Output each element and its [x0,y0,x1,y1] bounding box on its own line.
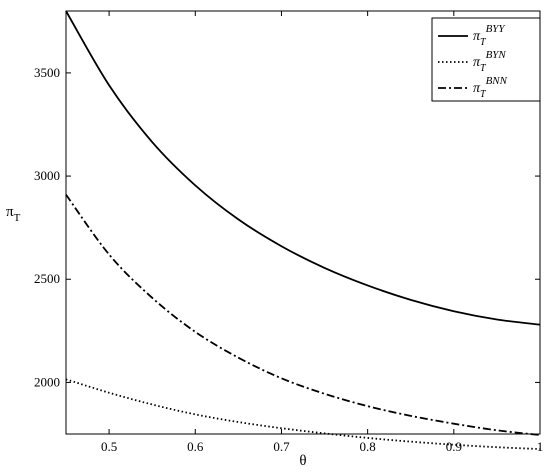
legend-label-byn-base: π [473,55,481,70]
x-tick-label: 0.7 [273,439,290,454]
y-axis-label: πT [6,204,21,224]
legend-label-bnn: πT BNN [473,75,508,100]
x-tick-label: 0.6 [187,439,204,454]
legend-label-byy-sub: T [480,37,487,48]
x-tick-label: 0.5 [101,439,117,454]
y-tick-label: 2000 [34,374,60,389]
tick-layer: 0.5 0.6 0.7 0.8 0.9 1 2000 2500 3000 3500 [34,11,543,454]
legend-label-byy: πT BYY [473,23,506,48]
x-tick-label: 0.9 [446,439,462,454]
y-tick-label: 3000 [34,168,60,183]
legend-label-byy-base: π [473,29,481,44]
series-line-byn [65,378,541,450]
plot-area [65,10,541,435]
legend-label-byn-sup: BYN [486,49,507,61]
x-tick-label: 1 [537,439,544,454]
y-tick-label: 3500 [34,65,60,80]
x-axis-label: θ [299,453,306,469]
x-tick-label: 0.8 [360,439,376,454]
plot-frame [65,10,541,435]
y-axis-label-base: π [6,204,14,220]
series-line-bnn [65,194,541,436]
y-tick-label: 2500 [34,271,60,286]
legend-label-byn-sub: T [480,63,487,74]
legend-label-bnn-sub: T [480,89,487,100]
series-line-byy [65,10,541,326]
legend-label-byy-sup: BYY [486,23,507,35]
series-layer [65,10,541,450]
legend-label-bnn-sup: BNN [486,75,508,87]
legend-label-bnn-base: π [473,81,481,96]
legend-label-byn: πT BYN [473,49,506,74]
legend: πTBYY πTBYN πTBNN [431,17,541,102]
y-axis-label-sub: T [14,212,21,224]
